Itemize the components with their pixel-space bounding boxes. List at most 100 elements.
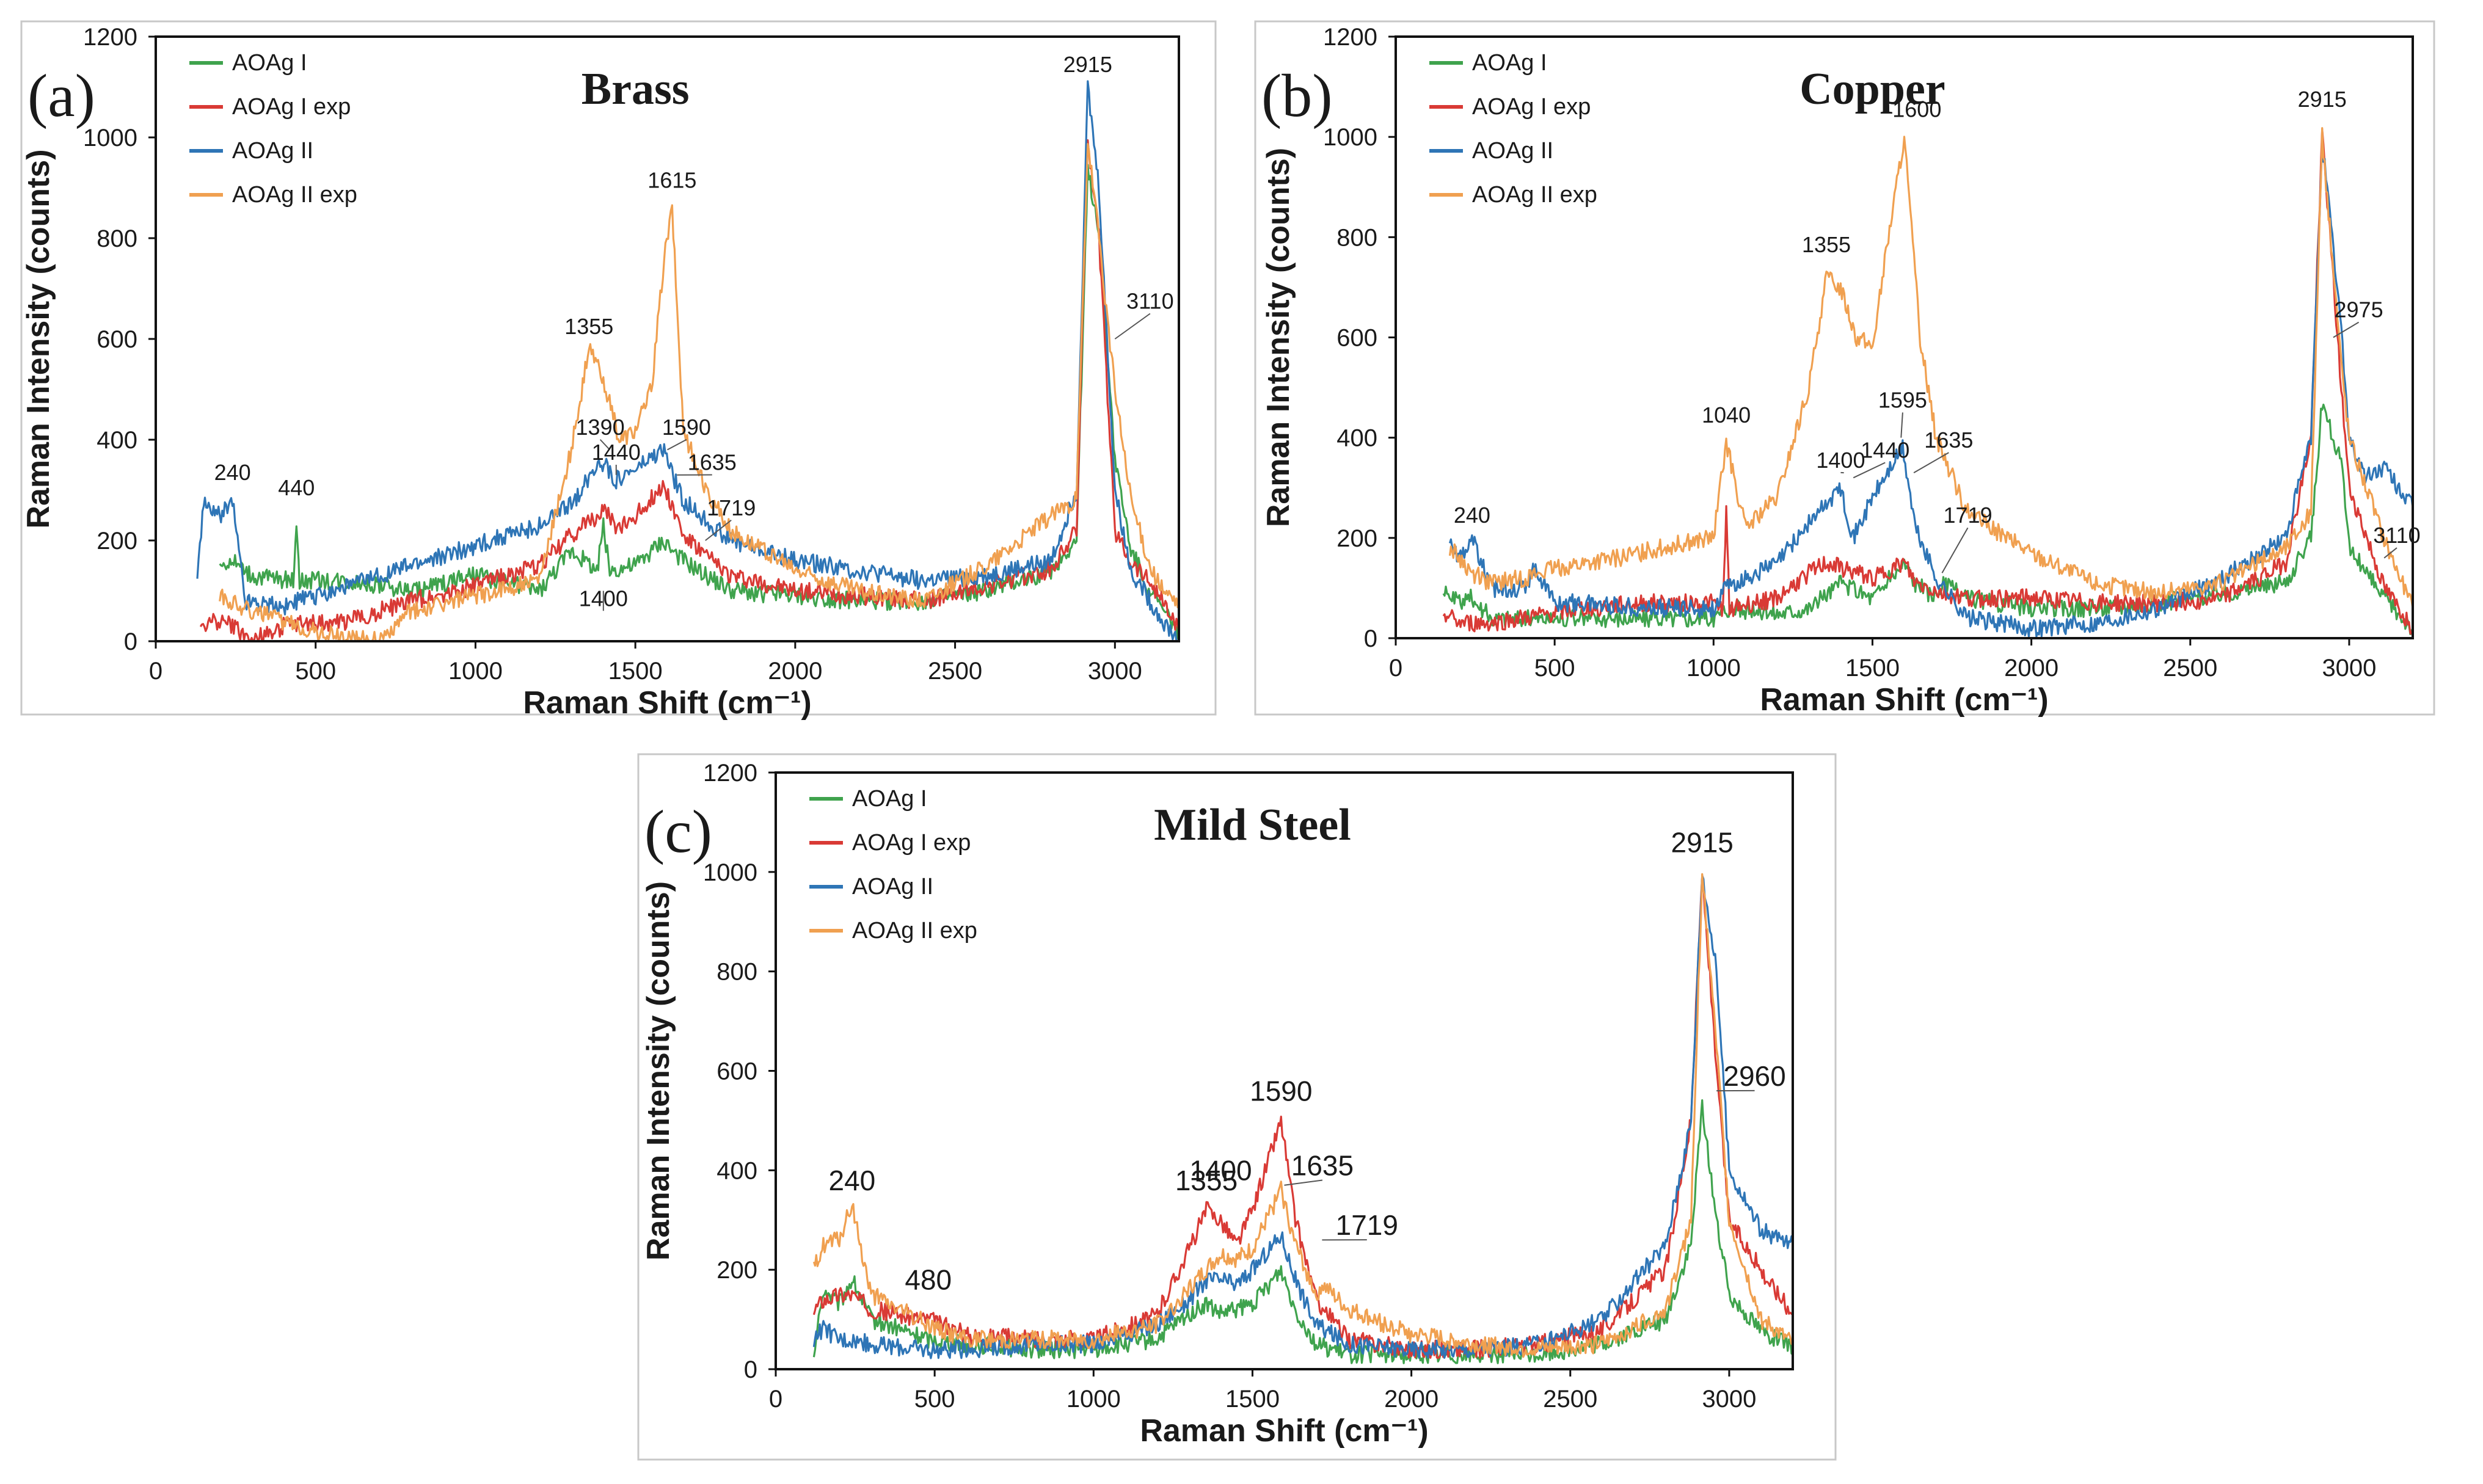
series-line-aoag2 xyxy=(196,80,1179,641)
x-tick-label: 2000 xyxy=(768,658,822,685)
peak-annotation: 1390 xyxy=(576,415,625,440)
legend-label: AOAg II exp xyxy=(232,182,357,208)
y-tick-label: 1200 xyxy=(703,760,757,787)
legend-label: AOAg II xyxy=(1472,138,1553,164)
legend-label: AOAg II exp xyxy=(852,918,977,944)
peak-annotation: 3110 xyxy=(2373,523,2420,548)
annotation-leader xyxy=(1913,452,1949,473)
x-tick-label: 3000 xyxy=(1702,1386,1756,1413)
x-tick-label: 0 xyxy=(769,1386,782,1413)
y-tick-label: 600 xyxy=(716,1058,757,1085)
peak-annotation: 1719 xyxy=(1336,1209,1398,1241)
y-tick-label: 800 xyxy=(97,225,137,252)
x-tick-label: 2000 xyxy=(2004,655,2058,682)
y-tick-label: 1000 xyxy=(83,125,137,151)
y-tick-label: 1200 xyxy=(83,24,137,51)
legend: AOAg I AOAg I exp AOAg II AOAg II exp xyxy=(809,786,977,944)
series-line-aoag1 xyxy=(812,1099,1793,1364)
y-tick-label: 600 xyxy=(1336,325,1377,352)
peak-annotation: 1400 xyxy=(1816,448,1865,473)
x-tick-label: 500 xyxy=(295,658,336,685)
annotation-leader xyxy=(705,519,732,541)
y-tick-label: 400 xyxy=(716,1157,757,1184)
annotation-leader xyxy=(1284,1179,1323,1186)
legend-label: AOAg I xyxy=(1472,50,1547,76)
x-tick-label: 2500 xyxy=(1543,1386,1597,1413)
legend-label: AOAg II exp xyxy=(1472,182,1597,208)
peak-annotation: 1040 xyxy=(1702,402,1751,427)
peak-annotation: 1590 xyxy=(1250,1075,1312,1107)
peak-annotation: 2915 xyxy=(2298,87,2347,112)
x-tick-label: 1500 xyxy=(1225,1386,1280,1413)
panel-label: (c) xyxy=(644,798,712,865)
chart-panel-3: 0 500 1000 1500 2000 2500 3000 0 200 400 600 800 100… xyxy=(637,753,1837,1461)
series-line-aoag1-exp xyxy=(199,139,1179,641)
panel-frame xyxy=(1254,20,2435,716)
series-line-aoag2-exp xyxy=(812,873,1793,1358)
peak-annotation: 240 xyxy=(829,1165,876,1196)
x-tick-label: 3000 xyxy=(2322,655,2376,682)
y-tick-label: 200 xyxy=(716,1257,757,1284)
y-tick-label: 800 xyxy=(716,959,757,986)
series-line-aoag2 xyxy=(812,874,1793,1359)
series-group xyxy=(1442,127,2413,638)
y-tick-label: 400 xyxy=(1336,425,1377,452)
panel-frame xyxy=(637,753,1837,1461)
legend-label: AOAg I exp xyxy=(232,94,351,120)
peak-annotation: 440 xyxy=(278,475,315,500)
annotation-leader xyxy=(1900,412,1903,438)
series-group xyxy=(196,80,1179,641)
y-tick-label: 1200 xyxy=(1323,24,1377,51)
y-tick-label: 1000 xyxy=(703,859,757,886)
annotation-leader xyxy=(2383,547,2397,559)
panel-title: Brass xyxy=(582,64,690,114)
x-tick-label: 2500 xyxy=(928,658,982,685)
series-line-aoag2-exp xyxy=(219,143,1179,641)
y-tick-label: 1000 xyxy=(1323,124,1377,151)
y-tick-label: 200 xyxy=(97,528,137,555)
panel-title: Copper xyxy=(1799,64,1945,114)
peak-annotation: 1719 xyxy=(1944,503,1993,528)
legend: AOAg I AOAg I exp AOAg II AOAg II exp xyxy=(1429,50,1597,208)
peak-annotation: 1355 xyxy=(1175,1165,1238,1196)
peak-annotation: 1635 xyxy=(688,450,737,475)
panel-label: (b) xyxy=(1261,62,1333,129)
peak-annotation: 1719 xyxy=(707,495,756,520)
peak-annotation: 1400 xyxy=(579,586,628,611)
peak-annotation: 240 xyxy=(214,460,251,485)
peak-annotation: 1635 xyxy=(1291,1149,1354,1181)
legend-label: AOAg I exp xyxy=(1472,94,1591,120)
peak-annotation: 480 xyxy=(905,1264,952,1296)
annotation-leader xyxy=(599,439,611,451)
annotation-leader xyxy=(1941,527,1969,573)
x-tick-label: 1500 xyxy=(1845,655,1900,682)
peak-annotation: 1440 xyxy=(592,440,641,465)
peak-annotation: 1595 xyxy=(1878,387,1927,412)
peak-annotation: 1590 xyxy=(662,415,711,440)
y-tick-label: 400 xyxy=(97,427,137,454)
peak-annotation: 1355 xyxy=(1802,232,1851,257)
y-tick-label: 0 xyxy=(1364,625,1377,652)
x-tick-label: 1000 xyxy=(1066,1386,1121,1413)
x-tick-label: 1000 xyxy=(1686,655,1741,682)
annotation-leader xyxy=(2333,321,2360,338)
peak-annotation: 1355 xyxy=(564,314,613,339)
chart-panel-2: 0 500 1000 1500 2000 2500 3000 0 200 400 600 800 100… xyxy=(1254,20,2435,718)
peak-annotation: 1400 xyxy=(1189,1155,1252,1187)
legend-label: AOAg I xyxy=(852,786,927,812)
x-tick-label: 1500 xyxy=(608,658,663,685)
series-group xyxy=(812,873,1793,1364)
y-tick-label: 0 xyxy=(124,628,137,655)
series-line-aoag1 xyxy=(1442,403,2413,636)
x-tick-label: 2500 xyxy=(2163,655,2217,682)
x-tick-label: 0 xyxy=(1389,655,1402,682)
peak-annotation: 1600 xyxy=(1892,96,1941,122)
x-tick-label: 2000 xyxy=(1384,1386,1438,1413)
y-axis-label: Raman Intensity (counts) xyxy=(21,149,56,528)
peak-annotation: 2975 xyxy=(2335,297,2383,322)
y-tick-label: 200 xyxy=(1336,525,1377,552)
x-axis-label: Raman Shift (cm⁻¹) xyxy=(1760,682,2048,718)
legend-label: AOAg II xyxy=(232,138,313,164)
x-tick-label: 0 xyxy=(149,658,162,685)
